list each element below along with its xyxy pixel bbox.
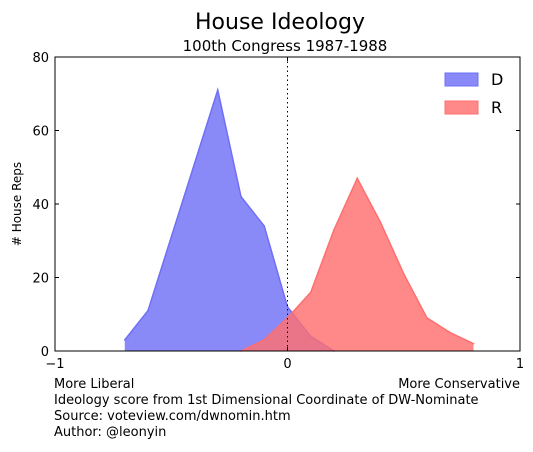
point-r <box>309 291 312 294</box>
chart-footer: More Liberal More Conservative Ideology … <box>54 377 524 441</box>
point-r <box>472 342 475 345</box>
y-tick-label: 20 <box>32 272 49 287</box>
y-tick-label: 0 <box>41 345 49 360</box>
area-r <box>241 178 474 351</box>
point-r <box>449 331 452 334</box>
area-d <box>124 90 334 351</box>
x-tick-label: −1 <box>45 357 64 372</box>
point-d <box>216 89 219 91</box>
point-d <box>170 236 173 238</box>
point-r <box>379 221 382 224</box>
y-tick-label: 40 <box>32 198 49 213</box>
method-note: Ideology score from 1st Dimensional Coor… <box>54 393 479 408</box>
ideology-chart: House Ideology 100th Congress 1987-1988 … <box>10 10 524 372</box>
legend: DR <box>444 70 503 117</box>
more-conservative-label: More Conservative <box>398 377 520 392</box>
y-axis-label: # House Reps <box>10 162 24 246</box>
more-liberal-label: More Liberal <box>54 377 135 392</box>
point-r <box>356 177 359 180</box>
point-r <box>402 273 405 275</box>
point-d <box>240 195 242 198</box>
point-r <box>333 228 335 231</box>
point-d <box>147 309 149 312</box>
legend-swatch-d <box>444 72 479 87</box>
x-tick-label: 1 <box>516 357 524 372</box>
point-d <box>263 225 266 227</box>
point-d <box>123 339 126 341</box>
axis-direction-labels: More Liberal More Conservative <box>54 377 524 393</box>
point-d <box>193 162 196 165</box>
series-layer <box>123 87 475 352</box>
chart-title: House Ideology <box>195 10 365 35</box>
author-note: Author: @leonyin <box>54 425 167 440</box>
y-tick-label: 80 <box>32 51 49 66</box>
point-r <box>263 339 266 341</box>
source-note: Source: voteview.com/dwnomin.htm <box>54 409 291 424</box>
legend-label-r: R <box>491 98 502 117</box>
legend-swatch-r <box>444 100 479 115</box>
point-d <box>286 306 289 308</box>
legend-label-d: D <box>491 70 503 89</box>
point-r <box>426 317 428 319</box>
y-tick-label: 60 <box>32 125 49 140</box>
x-tick-label: 0 <box>283 357 291 372</box>
chart-subtitle: 100th Congress 1987-1988 <box>183 37 388 55</box>
plot-frame <box>54 56 521 352</box>
